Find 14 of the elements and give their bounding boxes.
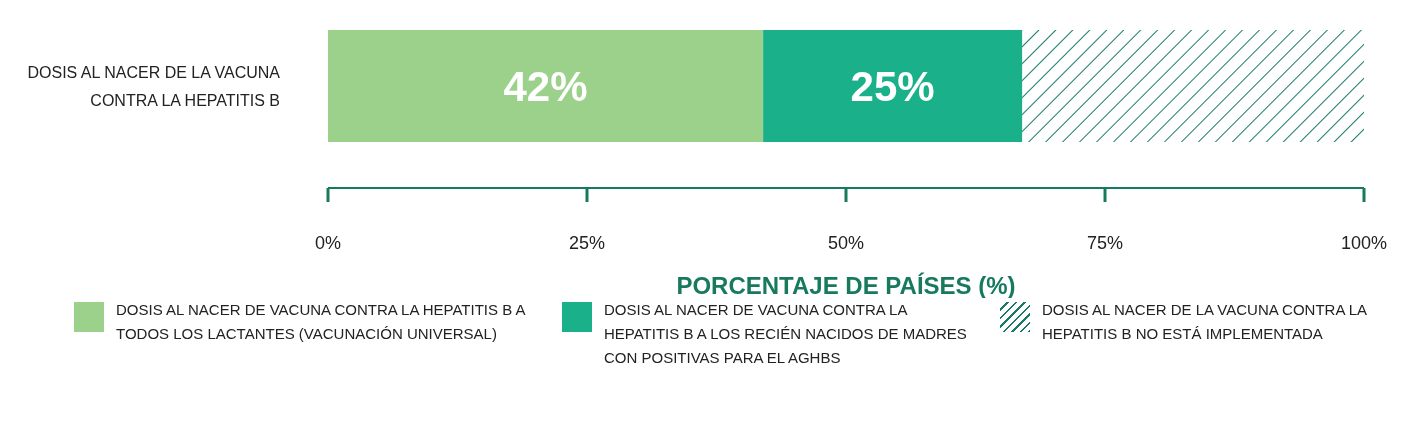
bar: [328, 30, 764, 142]
y-tick-label: DOSIS AL NACER DE LA VACUNA CONTRA LA HEPATITIS B: [27, 64, 281, 109]
data-label: 25%: [850, 63, 935, 110]
legend-label: DOSIS AL NACER DE VACUNA CONTRA LA HEPATITIS B A LOS RECIÉN NACIDOS DE MADRES CON POSITIVAS PARA EL AGHBS: [604, 300, 968, 368]
x-tick-label: 75%: [1086, 232, 1124, 253]
bar: [763, 30, 1023, 142]
legend-label: DOSIS AL NACER DE LA VACUNA CONTRA LA HEPATITIS B NO ESTÁ IMPLEMENTADA: [1042, 300, 1368, 344]
x-tick-label: 0%: [314, 232, 342, 253]
legend-label: DOSIS AL NACER DE VACUNA CONTRA LA HEPATITIS B A TODOS LOS LACTANTES (VACUNACIÓN UNIVERSAL): [116, 300, 527, 344]
bar: [1022, 30, 1364, 142]
x-tick-label: 25%: [568, 232, 606, 253]
data-label: 42%: [503, 63, 588, 110]
x-tick-label: 50%: [827, 232, 865, 253]
x-tick-label: 100%: [1340, 232, 1388, 253]
